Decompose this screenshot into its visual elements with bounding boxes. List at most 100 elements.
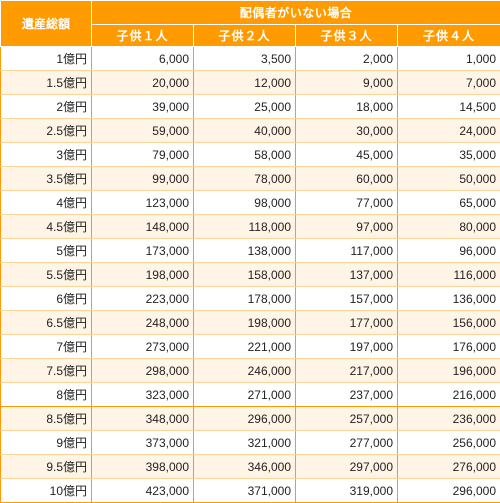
tax-value: 117,000: [296, 239, 398, 263]
tax-value: 216,000: [398, 383, 500, 407]
tax-value: 3,500: [194, 47, 296, 71]
tax-value: 20,000: [92, 71, 194, 95]
estate-label: 7億円: [1, 335, 92, 359]
header-children-1: 子供１人: [92, 24, 194, 47]
estate-label: 8.5億円: [1, 407, 92, 431]
estate-label: 8億円: [1, 383, 92, 407]
tax-value: 178,000: [194, 287, 296, 311]
tax-value: 6,000: [92, 47, 194, 71]
estate-label: 1億円: [1, 47, 92, 71]
tax-value: 45,000: [296, 143, 398, 167]
table-header: 遺産総額 配偶者がいない場合 子供１人 子供２人 子供３人 子供４人: [1, 1, 500, 47]
header-estate-total: 遺産総額: [1, 1, 92, 47]
tax-value: 271,000: [194, 383, 296, 407]
header-children-2: 子供２人: [194, 24, 296, 47]
tax-value: 223,000: [92, 287, 194, 311]
tax-value: 40,000: [194, 119, 296, 143]
tax-value: 79,000: [92, 143, 194, 167]
tax-value: 348,000: [92, 407, 194, 431]
tax-value: 2,000: [296, 47, 398, 71]
tax-value: 197,000: [296, 335, 398, 359]
tax-value: 248,000: [92, 311, 194, 335]
header-children-3: 子供３人: [296, 24, 398, 47]
tax-value: 25,000: [194, 95, 296, 119]
tax-value: 221,000: [194, 335, 296, 359]
estate-label: 4億円: [1, 191, 92, 215]
tax-value: 256,000: [398, 431, 500, 455]
tax-value: 346,000: [194, 455, 296, 479]
tax-value: 156,000: [398, 311, 500, 335]
header-children-4: 子供４人: [398, 24, 500, 47]
tax-value: 65,000: [398, 191, 500, 215]
tax-value: 123,000: [92, 191, 194, 215]
tax-value: 196,000: [398, 359, 500, 383]
estate-label: 2億円: [1, 95, 92, 119]
tax-value: 136,000: [398, 287, 500, 311]
tax-value: 24,000: [398, 119, 500, 143]
estate-label: 3億円: [1, 143, 92, 167]
header-row-group: 遺産総額 配偶者がいない場合: [1, 1, 500, 25]
tax-value: 116,000: [398, 263, 500, 287]
tax-value: 78,000: [194, 167, 296, 191]
estate-label: 4.5億円: [1, 215, 92, 239]
tax-value: 296,000: [194, 407, 296, 431]
estate-label: 6.5億円: [1, 311, 92, 335]
tax-value: 296,000: [398, 479, 500, 503]
tax-value: 176,000: [398, 335, 500, 359]
estate-label: 7.5億円: [1, 359, 92, 383]
tax-value: 1,000: [398, 47, 500, 71]
estate-label: 9.5億円: [1, 455, 92, 479]
estate-label: 5億円: [1, 239, 92, 263]
estate-label: 2.5億円: [1, 119, 92, 143]
tax-value: 58,000: [194, 143, 296, 167]
tax-value: 423,000: [92, 479, 194, 503]
tax-value: 18,000: [296, 95, 398, 119]
tax-value: 148,000: [92, 215, 194, 239]
tax-value: 12,000: [194, 71, 296, 95]
tax-value: 273,000: [92, 335, 194, 359]
estate-label: 1.5億円: [1, 71, 92, 95]
tax-value: 217,000: [296, 359, 398, 383]
tax-value: 80,000: [398, 215, 500, 239]
header-no-spouse-group: 配偶者がいない場合: [92, 1, 500, 25]
tax-value: 158,000: [194, 263, 296, 287]
tax-value: 257,000: [296, 407, 398, 431]
estate-label: 9億円: [1, 431, 92, 455]
tax-value: 97,000: [296, 215, 398, 239]
tax-value: 321,000: [194, 431, 296, 455]
tax-value: 118,000: [194, 215, 296, 239]
tax-value: 237,000: [296, 383, 398, 407]
tax-value: 98,000: [194, 191, 296, 215]
tax-value: 35,000: [398, 143, 500, 167]
tax-value: 14,500: [398, 95, 500, 119]
tax-value: 246,000: [194, 359, 296, 383]
tax-value: 60,000: [296, 167, 398, 191]
tax-value: 173,000: [92, 239, 194, 263]
tax-value: 59,000: [92, 119, 194, 143]
tax-value: 371,000: [194, 479, 296, 503]
estate-label: 3.5億円: [1, 167, 92, 191]
estate-label: 5.5億円: [1, 263, 92, 287]
estate-label: 10億円: [1, 479, 92, 503]
tax-value: 319,000: [296, 479, 398, 503]
tax-value: 298,000: [92, 359, 194, 383]
tax-value: 137,000: [296, 263, 398, 287]
tax-value: 398,000: [92, 455, 194, 479]
tax-value: 157,000: [296, 287, 398, 311]
tax-value: 50,000: [398, 167, 500, 191]
